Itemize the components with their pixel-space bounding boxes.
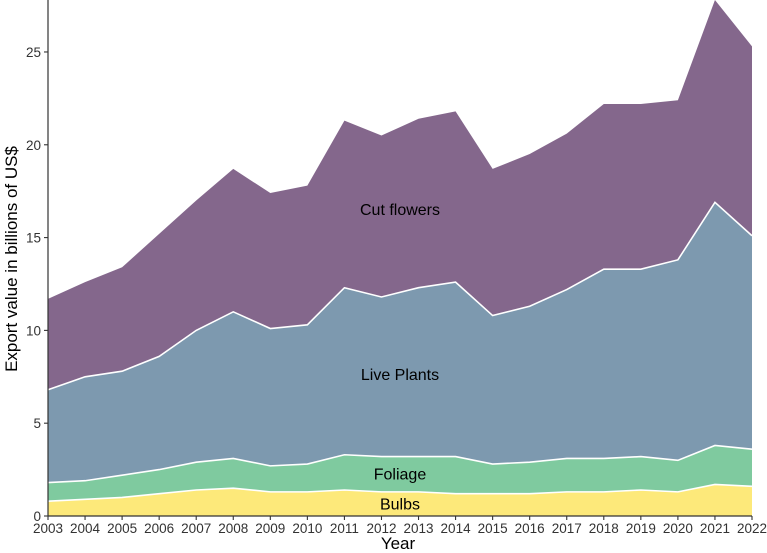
y-tick-label-20: 20: [26, 138, 41, 153]
x-tick-label-2009: 2009: [255, 521, 285, 536]
layer-labels: Cut flowers Live Plants Foliage Bulbs: [360, 202, 440, 513]
x-tick-label-2018: 2018: [589, 521, 619, 536]
label-cut-flowers: Cut flowers: [360, 202, 440, 219]
y-tick-label-0: 0: [33, 509, 41, 524]
x-tick-label-2005: 2005: [107, 521, 137, 536]
x-tick-label-2013: 2013: [404, 521, 434, 536]
x-tick-label-2017: 2017: [552, 521, 582, 536]
y-axis-title: Export value in billions of US$: [2, 146, 21, 372]
x-tick-label-2014: 2014: [441, 521, 472, 536]
x-axis-title: Year: [381, 534, 416, 553]
boundary-bulbs: [47, 483, 753, 502]
x-tick-label-2008: 2008: [218, 521, 248, 536]
x-tick-label-2020: 2020: [663, 521, 693, 536]
y-tick-label-10: 10: [26, 323, 41, 338]
area-layers: [47, 0, 753, 516]
x-tick-label-2022: 2022: [737, 521, 767, 536]
label-bulbs: Bulbs: [380, 496, 420, 513]
area-cut-flowers: [48, 0, 752, 390]
x-tick-label-2012: 2012: [366, 521, 396, 536]
boundary-live-plants: [47, 201, 753, 391]
y-tick-label-25: 25: [26, 45, 41, 60]
label-live-plants: Live Plants: [361, 367, 439, 384]
y-tick-label-15: 15: [26, 231, 41, 246]
x-tick-label-2003: 2003: [33, 521, 63, 536]
label-foliage: Foliage: [374, 467, 427, 484]
x-tick-label-2004: 2004: [70, 521, 101, 536]
y-axis-ticks: 0 5 10 15 20 25: [26, 45, 48, 524]
x-tick-label-2011: 2011: [330, 521, 359, 536]
x-tick-label-2007: 2007: [181, 521, 211, 536]
area-live-plants: [48, 202, 752, 483]
boundary-foliage: [47, 444, 753, 484]
y-tick-label-5: 5: [33, 416, 41, 431]
x-tick-label-2006: 2006: [144, 521, 174, 536]
x-tick-label-2016: 2016: [515, 521, 545, 536]
x-tick-label-2015: 2015: [478, 521, 508, 536]
x-tick-label-2010: 2010: [292, 521, 322, 536]
x-axis-ticks: 2003 2004 2005 2006 2007 2008 2009 2010 2011 2012…: [33, 516, 767, 536]
x-tick-label-2019: 2019: [626, 521, 656, 536]
x-tick-label-2021: 2021: [700, 521, 730, 536]
